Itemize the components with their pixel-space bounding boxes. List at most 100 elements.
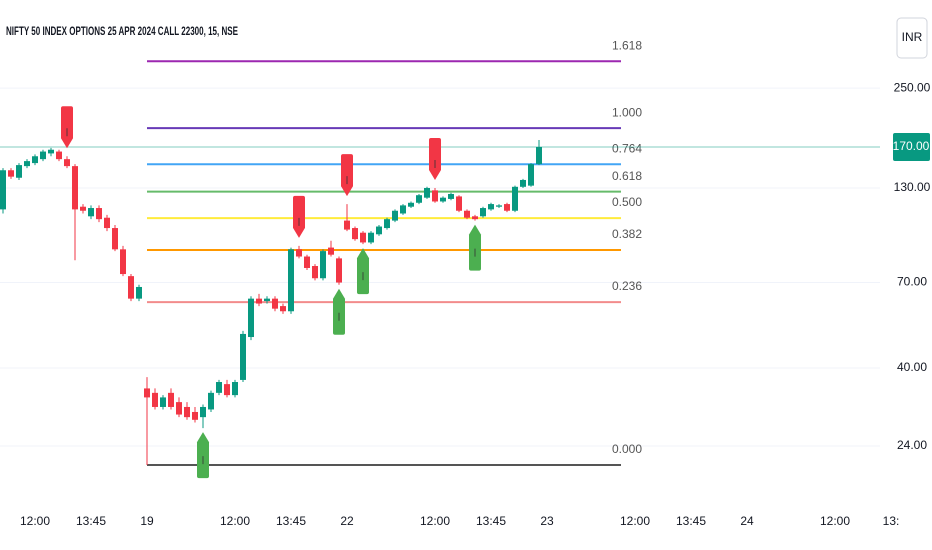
candle-body bbox=[24, 161, 30, 167]
x-tick-label: 19 bbox=[140, 514, 154, 528]
candle-body bbox=[376, 226, 382, 235]
candle-body bbox=[368, 232, 374, 243]
currency-label[interactable]: INR bbox=[902, 30, 923, 44]
candle-body bbox=[40, 151, 46, 160]
candle-body bbox=[160, 397, 166, 407]
candle-body bbox=[208, 392, 214, 410]
fib-label: 0.382 bbox=[612, 227, 642, 241]
candle-body bbox=[360, 232, 366, 243]
axes: 24.00 40.00 70.00 130.00 250.00 12:00 13:45 19 1… bbox=[20, 80, 931, 528]
candle-body bbox=[424, 187, 430, 198]
candle-body bbox=[248, 298, 254, 338]
candle-body bbox=[520, 179, 526, 187]
x-tick-label: 12:00 bbox=[820, 514, 850, 528]
candle-body bbox=[480, 208, 486, 217]
candle-body bbox=[200, 406, 206, 418]
price-label: 170.00 bbox=[893, 139, 930, 153]
fib-retracement: 1.618 1.000 0.764 0.618 0.500 0.382 0.236 0.000 bbox=[147, 38, 642, 467]
candle-body bbox=[112, 228, 118, 250]
candle-body bbox=[176, 402, 182, 415]
candle-body bbox=[32, 156, 38, 164]
candle-body bbox=[64, 159, 70, 167]
candle-body bbox=[136, 286, 142, 299]
fib-label: 0.500 bbox=[612, 195, 642, 209]
candle-body bbox=[88, 208, 94, 217]
candle-body bbox=[328, 247, 334, 255]
chart-title: NIFTY 50 INDEX OPTIONS 25 APR 2024 CALL … bbox=[6, 24, 238, 38]
candle-body bbox=[408, 202, 414, 207]
candle-body bbox=[312, 266, 318, 279]
candle-body bbox=[0, 170, 6, 210]
candle-body bbox=[144, 388, 150, 398]
candle-body bbox=[384, 219, 390, 229]
candle-body bbox=[72, 166, 78, 210]
candle-body bbox=[96, 208, 102, 220]
candle-body bbox=[456, 196, 462, 211]
grid bbox=[0, 87, 880, 447]
candle-body bbox=[120, 249, 126, 275]
candle-body bbox=[344, 220, 350, 230]
candle-body bbox=[392, 210, 398, 221]
buy-signal bbox=[469, 224, 481, 271]
price-label-box bbox=[893, 132, 930, 161]
candle-body bbox=[512, 186, 518, 211]
fib-label: 1.000 bbox=[612, 105, 642, 119]
buy-signal bbox=[333, 288, 345, 335]
candle-body bbox=[504, 204, 510, 211]
buy-signal bbox=[357, 248, 369, 295]
candle-body bbox=[296, 249, 302, 257]
candle-body bbox=[152, 392, 158, 407]
candle-body bbox=[528, 164, 534, 186]
candle-body bbox=[536, 146, 542, 165]
x-tick-label: 24 bbox=[740, 514, 754, 528]
candle-body bbox=[256, 298, 262, 304]
candle-body bbox=[264, 298, 270, 302]
candle-body bbox=[16, 165, 22, 178]
fib-label: 0.618 bbox=[612, 169, 642, 183]
candle-body bbox=[56, 151, 62, 160]
candle-body bbox=[432, 190, 438, 202]
x-tick-label: 22 bbox=[340, 514, 354, 528]
candle-body bbox=[336, 258, 342, 283]
candle-body bbox=[224, 384, 230, 396]
candle-body bbox=[48, 149, 54, 154]
plot bbox=[0, 106, 880, 479]
fib-label: 0.236 bbox=[612, 279, 642, 293]
sell-signal bbox=[61, 106, 73, 149]
candle-body bbox=[496, 205, 502, 207]
x-tick-label: 13:45 bbox=[276, 514, 306, 528]
candle-body bbox=[192, 411, 198, 420]
x-tick-label: 12:00 bbox=[420, 514, 450, 528]
y-tick-label: 250.00 bbox=[894, 80, 931, 94]
sell-signal bbox=[341, 154, 353, 197]
sell-signal bbox=[429, 137, 441, 180]
x-tick-label: 13:45 bbox=[476, 514, 506, 528]
candle-body bbox=[272, 298, 278, 309]
candle-body bbox=[216, 382, 222, 393]
y-tick-label: 24.00 bbox=[897, 438, 927, 452]
candle-body bbox=[352, 228, 358, 240]
y-tick-label: 40.00 bbox=[897, 360, 927, 374]
currency-button[interactable] bbox=[896, 17, 928, 59]
fib-label: 0.000 bbox=[612, 442, 642, 456]
x-tick-label: 13:45 bbox=[676, 514, 706, 528]
candle-body bbox=[8, 170, 14, 177]
candle-body bbox=[464, 210, 470, 218]
fib-label: 0.764 bbox=[612, 141, 642, 155]
x-tick-label: 12:00 bbox=[20, 514, 50, 528]
candle-body bbox=[128, 276, 134, 299]
candle-body bbox=[488, 204, 494, 210]
candle-body bbox=[232, 382, 238, 396]
fib-label: 1.618 bbox=[612, 38, 642, 52]
x-tick-label: 13:45 bbox=[76, 514, 106, 528]
x-tick-label: 13: bbox=[883, 514, 900, 528]
candle-body bbox=[168, 392, 174, 407]
x-tick-label: 12:00 bbox=[220, 514, 250, 528]
buy-signal bbox=[197, 432, 209, 479]
candle-body bbox=[448, 193, 454, 199]
y-tick-label: 70.00 bbox=[897, 275, 927, 289]
x-tick-label: 12:00 bbox=[620, 514, 650, 528]
x-tick-label: 23 bbox=[540, 514, 554, 528]
